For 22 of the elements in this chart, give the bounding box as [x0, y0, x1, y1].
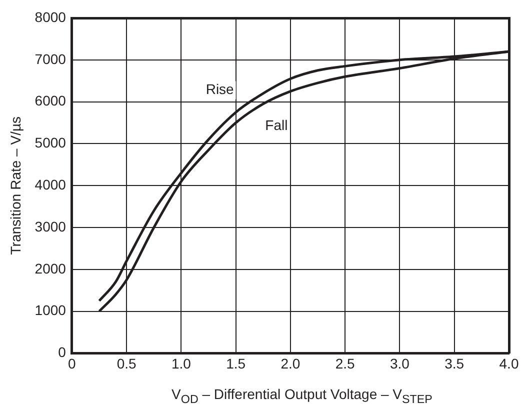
y-tick-label: 2000 [34, 260, 66, 276]
y-tick-label: 4000 [34, 176, 66, 192]
x-tick-label: 2.5 [335, 355, 356, 372]
x-tick-label: 3.5 [444, 355, 464, 372]
x-tick-label: 3.0 [390, 355, 410, 372]
y-axis-title: Transition Rate – V/µs [7, 116, 24, 255]
y-tick-label: 6000 [34, 92, 66, 109]
y-tick-label: 7000 [34, 50, 66, 67]
y-tick-label: 8000 [34, 8, 66, 25]
x-tick-label: 0.5 [116, 355, 137, 372]
series-label: Fall [265, 116, 288, 133]
x-tick-label: 0 [68, 355, 76, 372]
x-tick-label: 4.0 [499, 355, 519, 372]
y-tick-label: 1000 [34, 302, 66, 318]
y-tick-label: 3000 [34, 218, 66, 234]
x-axis-title: V$_{OD}$ – Differential Output Voltage – V$_{STEP}$ [170, 386, 434, 406]
x-tick-label: 2.0 [280, 355, 300, 372]
y-tick-label: 5000 [34, 134, 66, 151]
x-tick-label: 1.0 [171, 355, 192, 372]
x-tick-label: 1.5 [226, 355, 246, 372]
series-label: Rise [206, 81, 234, 98]
y-tick-label: 0 [58, 344, 66, 360]
